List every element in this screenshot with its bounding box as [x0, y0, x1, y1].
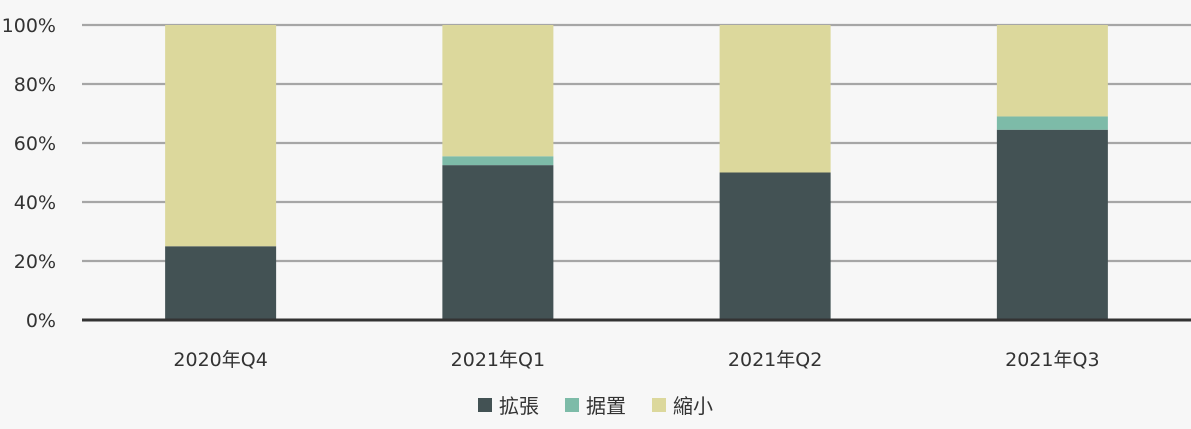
y-tick-label: 40%	[14, 192, 56, 214]
axes: 0% 20% 40% 60% 80% 100% 2020年Q4 2021年Q1 2021年Q2 2…	[2, 15, 1191, 371]
bar-segment	[719, 25, 831, 173]
bar-segment	[719, 172, 831, 320]
y-tick-label: 100%	[2, 15, 56, 37]
x-tick-label: 2021年Q2	[728, 349, 822, 371]
legend: 拡張 据置 縮小	[478, 394, 713, 418]
bar-segment	[442, 25, 554, 157]
y-tick-label: 20%	[14, 251, 56, 273]
x-tick-label: 2021年Q1	[451, 349, 545, 371]
legend-swatch	[565, 398, 579, 412]
bar-segment	[442, 156, 554, 166]
x-tick-label: 2021年Q3	[1005, 349, 1099, 371]
legend-label: 拡張	[499, 394, 539, 418]
y-tick-label: 80%	[14, 74, 56, 96]
bar-segment	[165, 246, 277, 320]
y-tick-label: 60%	[14, 133, 56, 155]
bars	[165, 25, 1108, 320]
bar-segment	[996, 25, 1108, 117]
legend-swatch	[478, 398, 492, 412]
x-tick-label: 2020年Q4	[173, 349, 267, 371]
legend-swatch	[652, 398, 666, 412]
legend-label: 縮小	[673, 394, 713, 418]
bar-segment	[996, 129, 1108, 320]
y-tick-label: 0%	[26, 310, 56, 332]
bar-segment	[165, 25, 277, 247]
bar-segment	[442, 165, 554, 320]
bar-segment	[996, 116, 1108, 130]
legend-label: 据置	[586, 394, 626, 418]
